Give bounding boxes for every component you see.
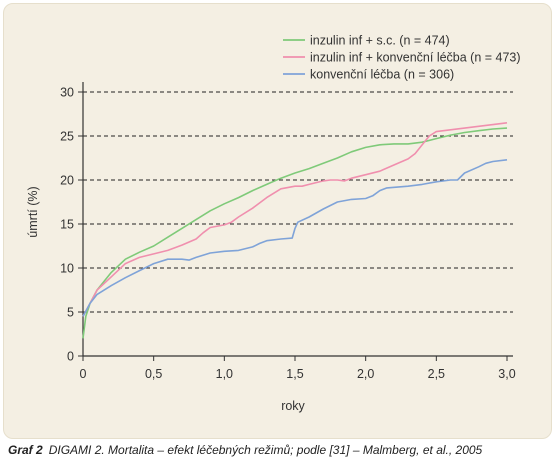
x-tick-label: 0,5	[145, 367, 162, 381]
series-line-1	[82, 127, 508, 339]
series-lines	[82, 122, 508, 339]
x-tick-label: 1,0	[216, 367, 233, 381]
y-tick-label: 15	[60, 218, 74, 232]
axes	[78, 82, 513, 361]
x-tick-label: 0	[80, 367, 87, 381]
y-axis-label: úmrtí (%)	[26, 186, 40, 237]
x-tick-label: 3,0	[498, 367, 515, 381]
x-tick-label: 2,5	[428, 367, 445, 381]
series-line-2	[82, 122, 508, 317]
tick-labels: 0 5 10 15 20 25 30 0 0,5 1,0 1,5 2,0 2,5 3,0	[60, 86, 516, 382]
grid-lines	[83, 91, 513, 313]
y-tick-label: 5	[67, 306, 74, 320]
x-tick-label: 2,0	[357, 367, 374, 381]
legend-label: konvenční léčba (n = 306)	[310, 68, 454, 82]
x-axis-label: roky	[281, 399, 305, 413]
legend: inzulin inf + s.c. (n = 474) inzulin inf …	[283, 34, 521, 82]
y-tick-label: 25	[60, 130, 74, 144]
figure-caption: Graf 2 DIGAMI 2. Mortalita – efekt léčebn…	[8, 443, 482, 457]
legend-label: inzulin inf + konvenční léčba (n = 473)	[310, 51, 521, 65]
caption-text: DIGAMI 2. Mortalita – efekt léčebných re…	[48, 443, 483, 457]
y-tick-label: 30	[60, 86, 74, 100]
x-tick-label: 1,5	[286, 367, 303, 381]
y-tick-label: 0	[67, 350, 74, 364]
legend-label: inzulin inf + s.c. (n = 474)	[310, 34, 450, 48]
series-line-3	[82, 159, 508, 317]
caption-label: Graf 2	[8, 443, 43, 457]
y-tick-label: 20	[60, 174, 74, 188]
y-tick-label: 10	[60, 262, 74, 276]
chart-panel	[3, 3, 552, 439]
